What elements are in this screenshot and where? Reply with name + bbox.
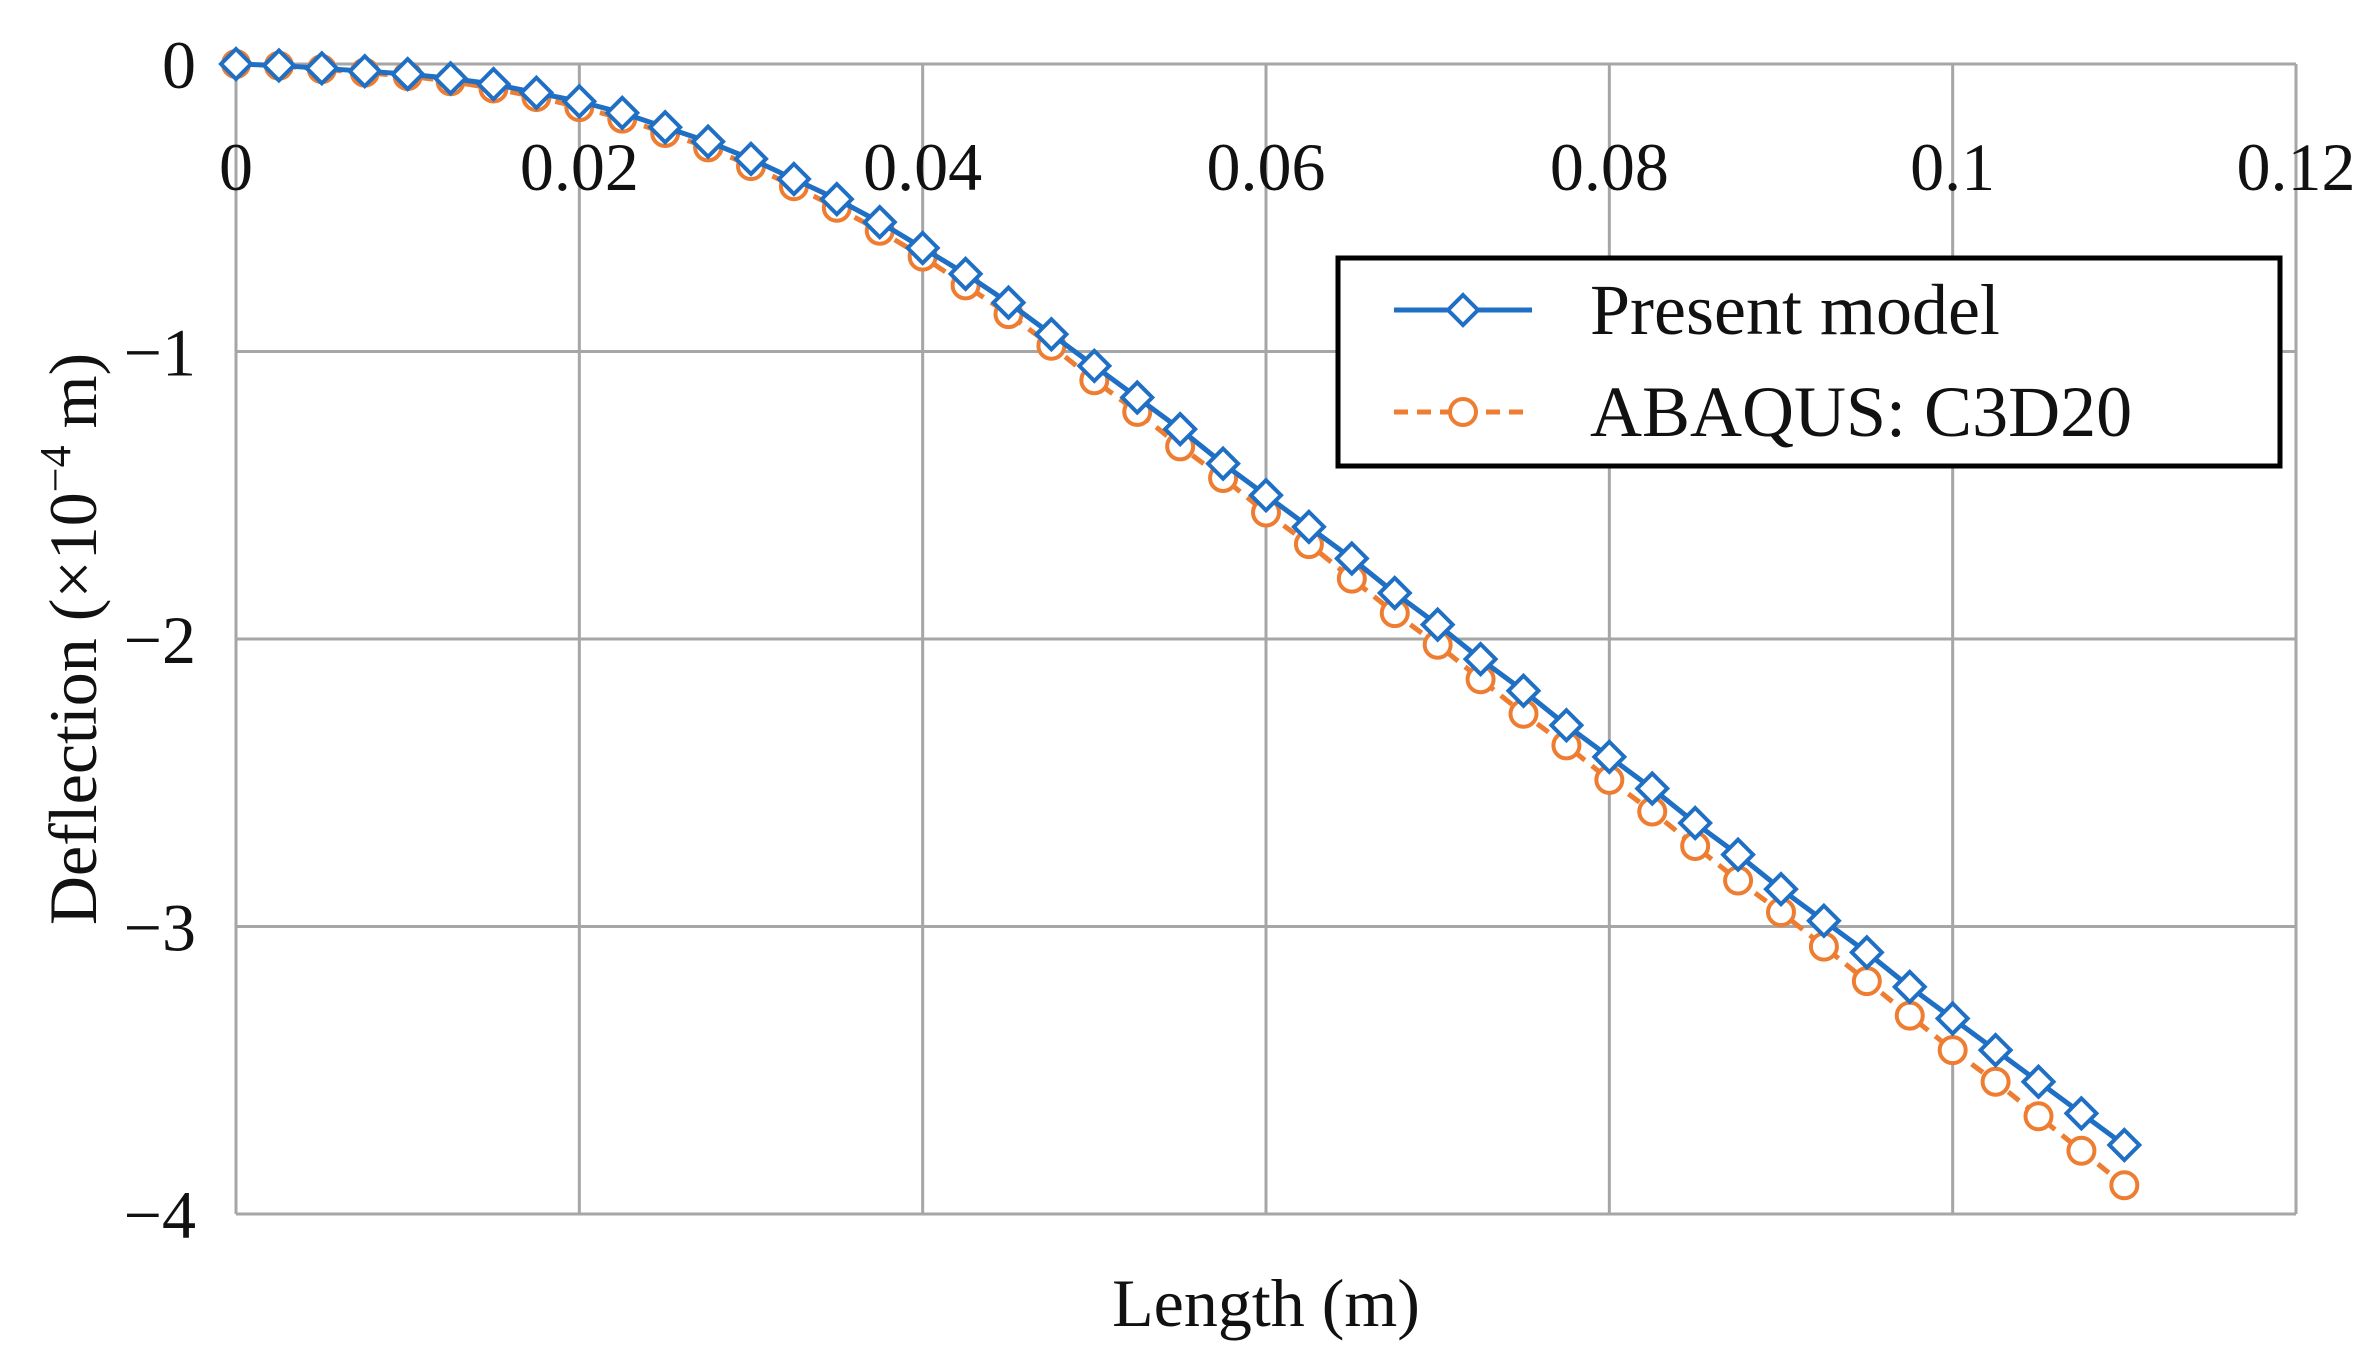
data-point-circle — [2023, 1101, 2054, 1132]
data-point-diamond — [1891, 969, 1928, 1005]
data-point-diamond — [475, 66, 512, 102]
series-abaqus-c3d20 — [221, 49, 2140, 1201]
data-point-diamond — [947, 256, 984, 292]
data-point-diamond — [1205, 445, 1241, 482]
y-tick-label: −4 — [124, 1177, 196, 1253]
data-point-diamond — [1977, 1032, 2014, 1068]
data-point-diamond — [1505, 672, 1542, 709]
data-point-diamond — [1934, 1000, 1971, 1037]
data-point-diamond — [561, 83, 598, 120]
series-line — [235, 61, 2126, 1188]
legend: Present model ABAQUS: C3D20 — [1335, 255, 2283, 469]
data-point-diamond — [1033, 316, 1070, 353]
series-present-model — [218, 46, 2143, 1163]
data-point-diamond — [1806, 902, 1842, 939]
x-axis-title: Length (m) — [1112, 1265, 1420, 1341]
x-tick-label: 0.04 — [863, 129, 982, 205]
legend-marker-diamond — [1445, 292, 1481, 328]
data-point-diamond — [2063, 1095, 2100, 1132]
x-tick-label: 0.02 — [520, 129, 639, 205]
data-point-diamond — [1849, 934, 1885, 971]
data-point-diamond — [1591, 739, 1628, 775]
data-point-diamond — [1419, 606, 1456, 643]
data-point-circle — [1851, 966, 1882, 997]
y-tick-label: −3 — [124, 890, 196, 966]
data-point-diamond — [647, 109, 683, 146]
data-point-diamond — [1462, 641, 1499, 677]
data-point-circle — [1937, 1035, 1968, 1066]
legend-label: Present model — [1590, 270, 2000, 350]
tick-labels: 0 0.02 0.04 0.06 0.08 0.1 0.12 0 −1 −2 −3 −4 — [124, 27, 2356, 1253]
data-point-diamond — [1076, 348, 1113, 384]
data-point-diamond — [389, 56, 426, 92]
data-point-diamond — [733, 141, 769, 177]
data-point-diamond — [819, 181, 855, 217]
data-point-diamond — [1248, 477, 1284, 514]
data-point-diamond — [432, 60, 469, 97]
data-point-diamond — [1634, 770, 1671, 807]
x-tick-label: 0 — [219, 129, 253, 205]
data-point-diamond — [1291, 509, 1327, 545]
y-axis-title-unit: m) — [35, 353, 111, 446]
y-tick-label: −1 — [124, 315, 196, 391]
data-point-diamond — [1720, 836, 1756, 873]
legend-marker-circle — [1448, 397, 1478, 427]
data-point-diamond — [2106, 1127, 2143, 1163]
data-point-diamond — [304, 50, 340, 87]
data-point-diamond — [261, 47, 297, 84]
data-point-circle — [2109, 1170, 2140, 1201]
data-point-diamond — [346, 53, 383, 90]
series-layer — [218, 46, 2143, 1201]
data-point-circle — [2066, 1135, 2097, 1166]
data-point-diamond — [1334, 540, 1370, 577]
legend-label: ABAQUS: C3D20 — [1590, 372, 2132, 452]
y-axis-title-main: Deflection (×10 — [35, 492, 111, 925]
data-point-diamond — [1548, 707, 1585, 744]
data-point-diamond — [904, 230, 941, 266]
data-point-circle — [1894, 1000, 1925, 1031]
data-point-diamond — [776, 161, 812, 197]
x-tick-label: 0.1 — [1910, 129, 1995, 205]
y-axis-title: Deflection (×10−4 m) — [31, 353, 111, 925]
data-point-circle — [1980, 1066, 2011, 1097]
y-tick-label: 0 — [162, 27, 196, 103]
data-point-diamond — [990, 284, 1027, 321]
data-point-diamond — [861, 204, 898, 240]
y-tick-label: −2 — [124, 602, 196, 678]
data-point-diamond — [218, 46, 254, 82]
data-point-diamond — [1162, 411, 1198, 447]
x-tick-label: 0.06 — [1207, 129, 1326, 205]
data-point-diamond — [518, 74, 555, 111]
data-point-diamond — [1376, 575, 1413, 611]
data-point-diamond — [1119, 379, 1156, 416]
data-point-diamond — [690, 123, 726, 160]
data-point-diamond — [1677, 805, 1713, 841]
data-point-diamond — [604, 95, 641, 131]
y-axis-title-exponent: −4 — [31, 445, 80, 492]
series-line — [235, 61, 2126, 1148]
legend-box — [1335, 255, 2283, 469]
x-tick-label: 0.08 — [1550, 129, 1669, 205]
x-tick-label: 0.12 — [2237, 129, 2356, 205]
data-point-diamond — [1763, 871, 1799, 907]
data-point-diamond — [2020, 1063, 2057, 1100]
